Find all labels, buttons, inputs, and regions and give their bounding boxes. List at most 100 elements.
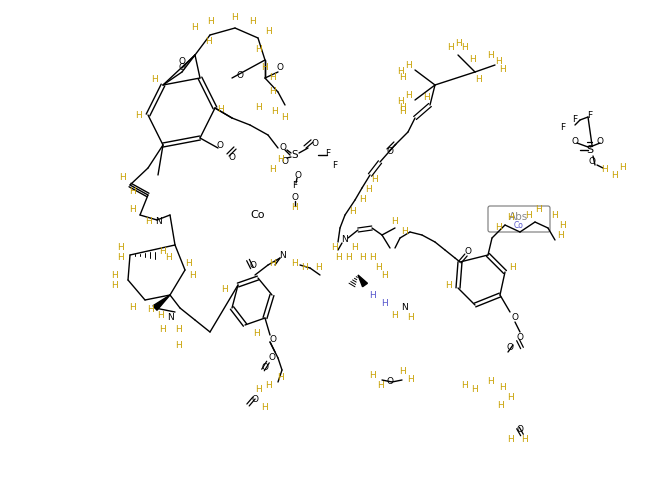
Text: H: H: [382, 271, 388, 279]
Text: H: H: [147, 305, 153, 315]
Text: H: H: [401, 227, 409, 237]
Text: F: F: [588, 110, 593, 120]
Text: H: H: [551, 211, 559, 220]
Text: H: H: [130, 187, 136, 197]
Text: H: H: [455, 39, 461, 47]
Text: N: N: [155, 217, 161, 227]
Text: O: O: [507, 344, 513, 352]
Text: H: H: [112, 271, 118, 279]
Text: H: H: [207, 17, 213, 27]
Text: H: H: [405, 60, 411, 70]
Text: O: O: [261, 363, 268, 373]
Text: O: O: [511, 314, 519, 322]
Text: H: H: [268, 88, 276, 96]
Text: H: H: [265, 28, 271, 36]
Text: O: O: [517, 425, 524, 435]
Text: H: H: [189, 271, 195, 279]
Text: H: H: [185, 258, 191, 268]
Text: F: F: [332, 161, 338, 169]
Text: H: H: [135, 110, 141, 120]
Text: H: H: [116, 254, 124, 262]
Text: N: N: [166, 314, 173, 322]
Text: O: O: [311, 138, 318, 148]
Text: H: H: [222, 286, 228, 294]
Text: O: O: [251, 395, 259, 405]
Text: F: F: [561, 123, 566, 133]
Text: H: H: [472, 385, 478, 394]
Text: H: H: [349, 208, 355, 216]
Text: H: H: [376, 380, 384, 390]
Text: H: H: [159, 247, 165, 257]
Text: H: H: [445, 281, 451, 289]
Text: O: O: [291, 194, 299, 202]
Text: O: O: [282, 157, 288, 166]
Text: F: F: [572, 116, 578, 124]
Text: H: H: [392, 311, 398, 319]
Text: H: H: [507, 213, 513, 223]
Text: H: H: [487, 50, 494, 60]
Text: S: S: [586, 145, 594, 155]
Text: O: O: [597, 137, 603, 147]
Text: H: H: [447, 44, 453, 52]
Text: H: H: [359, 254, 365, 262]
Text: H: H: [392, 217, 398, 227]
Text: O: O: [295, 170, 301, 180]
Text: H: H: [164, 254, 171, 262]
Text: N: N: [401, 303, 409, 313]
Text: H: H: [382, 299, 388, 307]
Text: H: H: [315, 263, 321, 272]
Text: H: H: [487, 378, 494, 387]
Text: H: H: [268, 258, 276, 268]
Text: H: H: [368, 290, 375, 300]
Text: H: H: [116, 243, 124, 253]
Text: O: O: [178, 62, 186, 72]
Text: H: H: [120, 172, 126, 182]
Text: H: H: [474, 76, 482, 85]
Text: Abs: Abs: [509, 212, 528, 222]
Text: O: O: [270, 335, 276, 345]
Text: H: H: [255, 385, 261, 394]
Text: O: O: [228, 153, 236, 163]
Text: H: H: [282, 114, 288, 122]
Text: H: H: [365, 185, 371, 195]
Text: H: H: [359, 196, 365, 205]
Text: H: H: [276, 374, 284, 382]
Text: H: H: [407, 314, 413, 322]
Text: H: H: [407, 376, 413, 384]
Text: H: H: [462, 380, 468, 390]
Text: H: H: [157, 311, 163, 319]
Text: O: O: [236, 71, 243, 79]
Text: H: H: [374, 263, 382, 272]
Text: O: O: [280, 143, 286, 152]
Text: H: H: [351, 243, 359, 253]
Text: O: O: [588, 157, 595, 166]
Text: Co: Co: [514, 222, 524, 230]
Text: H: H: [272, 107, 278, 117]
Text: H: H: [191, 22, 198, 31]
Text: O: O: [178, 58, 186, 66]
FancyBboxPatch shape: [488, 206, 550, 232]
Text: H: H: [345, 254, 351, 262]
Text: H: H: [291, 203, 298, 212]
Text: H: H: [205, 37, 211, 46]
Text: H: H: [611, 170, 617, 180]
Text: H: H: [468, 56, 475, 64]
Text: N: N: [342, 236, 348, 244]
Text: H: H: [270, 74, 276, 82]
Polygon shape: [153, 295, 170, 310]
Text: H: H: [332, 243, 338, 253]
Text: H: H: [499, 65, 507, 75]
Text: H: H: [370, 370, 376, 379]
Text: H: H: [174, 326, 182, 334]
Text: H: H: [253, 329, 261, 337]
Text: H: H: [522, 436, 528, 444]
Text: H: H: [399, 367, 405, 377]
Text: H: H: [128, 206, 136, 214]
Text: H: H: [151, 76, 159, 85]
Text: H: H: [405, 91, 411, 100]
Text: H: H: [499, 383, 505, 393]
Text: H: H: [249, 17, 257, 27]
Text: O: O: [386, 378, 393, 387]
Text: H: H: [276, 155, 284, 165]
Text: H: H: [255, 104, 261, 112]
